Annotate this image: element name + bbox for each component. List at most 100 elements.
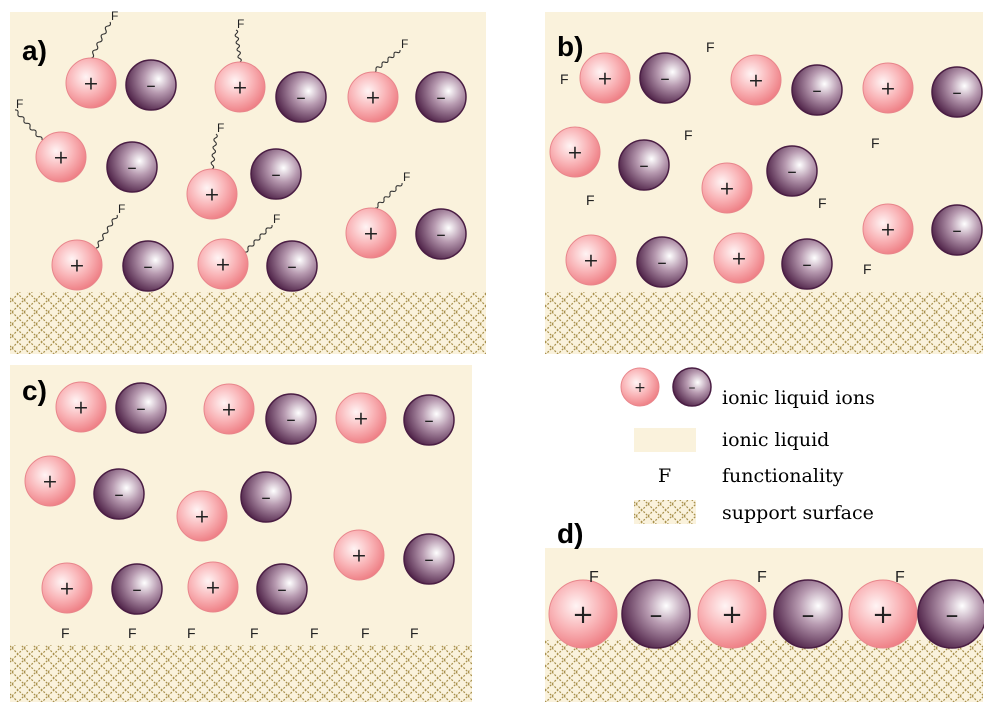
legend-ion-icons: + – <box>620 367 712 407</box>
functionality-label: F <box>589 569 599 586</box>
plus-sign: + <box>567 142 583 164</box>
cation: + <box>55 381 107 433</box>
plus-sign: + <box>880 78 896 100</box>
cation: + <box>862 203 914 255</box>
functional-tail <box>374 182 403 209</box>
anion: – <box>415 208 467 260</box>
minus-sign: – <box>114 484 124 506</box>
legend-surface-swatch <box>634 500 696 524</box>
minus-sign: – <box>146 75 156 97</box>
anion: – <box>636 236 688 288</box>
minus-sign: – <box>143 256 153 278</box>
minus-sign: – <box>812 80 822 102</box>
anion: – <box>621 579 691 649</box>
functionality-label: F <box>871 135 880 151</box>
functionality-label: F <box>895 569 905 586</box>
legend-anion-icon: – <box>672 367 712 407</box>
anion: – <box>781 238 833 290</box>
plus-sign: + <box>363 223 379 245</box>
plus-sign: + <box>73 397 89 419</box>
anion: – <box>115 382 167 434</box>
functional-tail <box>95 214 118 249</box>
panel-a-surface <box>10 292 486 354</box>
panel-c-surface <box>10 645 472 702</box>
functionality-label: F <box>560 71 569 87</box>
minus-sign: – <box>261 487 271 509</box>
cation: + <box>35 131 87 183</box>
ions-layer: + – + – + –+ –+–+ –+ – + –+ – + – + –+–+–+ –+ – + –+ – + – + –+–… <box>24 52 984 649</box>
plus-sign: + <box>872 600 894 630</box>
cation: + <box>214 61 266 113</box>
cation: + <box>197 238 249 290</box>
cation: + <box>565 234 617 286</box>
minus-sign: – <box>132 579 142 601</box>
minus-sign: – <box>436 87 446 109</box>
cation: + <box>51 239 103 291</box>
plus-sign: + <box>353 408 369 430</box>
plus-sign: + <box>365 87 381 109</box>
minus-sign: – <box>802 254 812 276</box>
legend: + – ionic liquid ions ionic liquid F func… <box>620 367 875 524</box>
panel-a-label: a) <box>22 35 47 66</box>
cation: + <box>203 383 255 435</box>
minus-sign: – <box>952 220 962 242</box>
minus-sign: – <box>952 82 962 104</box>
functionality-label: F <box>118 202 125 216</box>
minus-sign: – <box>802 600 815 630</box>
anion: – <box>265 393 317 445</box>
anion: – <box>125 59 177 111</box>
functional-tail <box>244 224 273 253</box>
anion: – <box>791 64 843 116</box>
plus-sign: + <box>194 506 210 528</box>
plus-sign: + <box>731 248 747 270</box>
anion: – <box>122 240 174 292</box>
functionality-label: F <box>586 192 595 208</box>
cation: + <box>548 579 618 649</box>
functionality-label: F <box>61 625 70 641</box>
functionality-label: F <box>684 127 693 143</box>
functional-tail <box>234 29 242 63</box>
anion: – <box>618 139 670 191</box>
functionality-label: F <box>757 569 767 586</box>
cation: + <box>345 207 397 259</box>
anion: – <box>256 563 308 615</box>
functionality-label: F <box>818 195 827 211</box>
minus-sign: – <box>689 380 696 396</box>
functionality-label: F <box>16 97 23 111</box>
plus-sign: + <box>880 219 896 241</box>
anion: – <box>93 468 145 520</box>
plus-sign: + <box>204 184 220 206</box>
functionality-labels: F F F F F F F F F F F F F F F F F F F F F F F F F <box>16 9 905 641</box>
minus-sign: – <box>277 579 287 601</box>
legend-surface-text: support surface <box>722 502 874 524</box>
cation: + <box>862 62 914 114</box>
functionality-label: F <box>706 39 715 55</box>
anion: – <box>773 579 843 649</box>
anion: – <box>931 204 983 256</box>
minus-sign: – <box>424 410 434 432</box>
minus-sign: – <box>424 549 434 571</box>
panel-d-surface <box>545 640 983 702</box>
minus-sign: – <box>657 252 667 274</box>
plus-sign: + <box>205 577 221 599</box>
legend-liquid-text: ionic liquid <box>722 429 829 451</box>
plus-sign: + <box>748 70 764 92</box>
anion: – <box>240 471 292 523</box>
anion: – <box>931 66 983 118</box>
functional-tail <box>372 49 401 73</box>
legend-cation-icon: + <box>620 367 660 407</box>
minus-sign: – <box>436 224 446 246</box>
cation: + <box>187 561 239 613</box>
plus-sign: + <box>69 255 85 277</box>
legend-liquid-swatch <box>634 428 696 452</box>
functionality-label: F <box>187 625 196 641</box>
plus-sign: + <box>215 254 231 276</box>
plus-sign: + <box>59 578 75 600</box>
anion: – <box>403 394 455 446</box>
functional-tail <box>90 21 112 59</box>
functionality-label: F <box>403 170 410 184</box>
functional-tail <box>210 133 218 170</box>
functionality-label: F <box>401 37 408 51</box>
panel-b-label: b) <box>557 31 583 62</box>
minus-sign: – <box>639 155 649 177</box>
